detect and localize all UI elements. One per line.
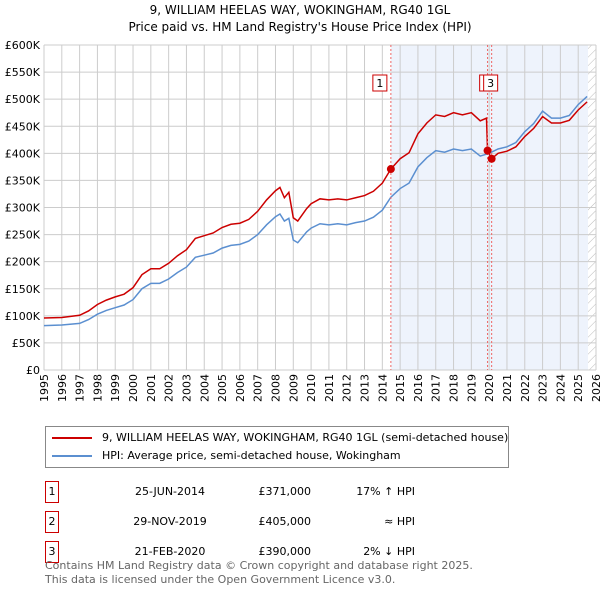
y-tick-label: £100K (5, 310, 41, 323)
sale-label-box (483, 74, 499, 92)
marker-badge: 2 (45, 511, 59, 533)
x-tick-label: 2025 (572, 374, 585, 402)
x-tick-label: 2004 (198, 374, 211, 402)
x-tick-label: 2008 (269, 374, 282, 402)
x-tick-label: 2010 (305, 374, 318, 402)
sale-label-box (372, 74, 388, 92)
y-tick-label: £150K (5, 283, 41, 296)
price: £390,000 (258, 545, 312, 558)
price: £405,000 (258, 515, 312, 528)
y-tick-label: £400K (5, 147, 41, 160)
legend: 9, WILLIAM HEELAS WAY, WOKINGHAM, RG40 1… (45, 426, 509, 468)
y-tick-label: £500K (5, 93, 41, 106)
transaction-row: 1 25-JUN-2014 £371,000 17% ↑ HPI (45, 481, 445, 503)
legend-swatch-hpi (52, 455, 92, 457)
y-tick-label: £350K (5, 174, 41, 187)
x-tick-label: 2009 (287, 374, 300, 402)
y-tick-label: £550K (5, 66, 41, 79)
x-tick-label: 2012 (341, 374, 354, 402)
y-tick-label: £200K (5, 256, 41, 269)
sale-point (483, 146, 492, 155)
hpi-comparison: ≈ HPI (384, 515, 415, 528)
y-tick-label: £0 (26, 364, 40, 377)
price-chart: 1995 1996 1997 1998 1999 2000 2001 2002 2003 2004… (5, 39, 600, 402)
hpi-line (43, 95, 588, 327)
x-tick-label: 2017 (430, 374, 443, 402)
legend-swatch-property (52, 437, 92, 439)
footer-copyright: Contains HM Land Registry data © Crown c… (45, 559, 473, 572)
x-tick-label: 2002 (163, 374, 176, 402)
hpi-comparison: 17% ↑ HPI (356, 485, 415, 498)
y-tick-label: £300K (5, 202, 41, 215)
legend-hpi: HPI: Average price, semi-detached house,… (102, 449, 401, 462)
hpi-comparison: 2% ↓ HPI (363, 545, 415, 558)
transaction-row: 2 29-NOV-2019 £405,000 ≈ HPI (45, 511, 445, 533)
x-tick-label: 2018 (448, 374, 461, 402)
y-tick-label: £250K (5, 229, 41, 242)
x-tick-label: 2003 (180, 374, 193, 402)
x-tick-label: 2001 (145, 374, 158, 402)
y-tick-label: £600K (5, 39, 41, 52)
x-tick-label: 2021 (501, 374, 514, 402)
x-tick-label: 2023 (537, 374, 550, 402)
x-tick-label: 1996 (56, 374, 69, 402)
chart-title: 9, WILLIAM HEELAS WAY, WOKINGHAM, RG40 1… (149, 3, 451, 17)
x-tick-label: 2016 (412, 374, 425, 402)
marker-badge: 1 (45, 481, 59, 503)
footer-licence: This data is licensed under the Open Gov… (45, 573, 396, 586)
x-tick-label: 2022 (519, 374, 532, 402)
x-tick-label: 1998 (91, 374, 104, 402)
date: 21-FEB-2020 (134, 545, 206, 558)
x-tick-label: 2024 (554, 374, 567, 402)
x-tick-label: 1999 (109, 374, 122, 402)
sale-point (386, 165, 395, 174)
price: £371,000 (258, 485, 312, 498)
x-tick-label: 2013 (359, 374, 372, 402)
date: 29-NOV-2019 (133, 515, 207, 528)
x-tick-label: 1995 (38, 374, 51, 402)
x-tick-label: 2015 (394, 374, 407, 402)
sale-label: 1 (376, 77, 383, 90)
date: 25-JUN-2014 (134, 485, 206, 498)
x-tick-label: 2026 (590, 374, 600, 402)
x-tick-label: 2006 (234, 374, 247, 402)
x-tick-label: 2019 (465, 374, 478, 402)
chart-subtitle: Price paid vs. HM Land Registry's House … (128, 20, 472, 34)
x-tick-label: 2014 (376, 374, 389, 402)
sale-point (487, 154, 496, 163)
y-tick-label: £450K (5, 120, 41, 133)
y-tick-label: £50K (12, 337, 41, 350)
transaction-row: 3 21-FEB-2020 £390,000 2% ↓ HPI (45, 541, 445, 563)
x-tick-label: 2020 (483, 374, 496, 402)
x-tick-label: 2011 (323, 374, 336, 402)
x-tick-label: 2000 (127, 374, 140, 402)
sale-label: 3 (487, 77, 494, 90)
legend-property: 9, WILLIAM HEELAS WAY, WOKINGHAM, RG40 1… (102, 431, 509, 444)
x-tick-label: 2005 (216, 374, 229, 402)
x-tick-label: 1997 (74, 374, 87, 402)
x-tick-label: 2007 (252, 374, 265, 402)
marker-badge: 3 (45, 541, 59, 563)
